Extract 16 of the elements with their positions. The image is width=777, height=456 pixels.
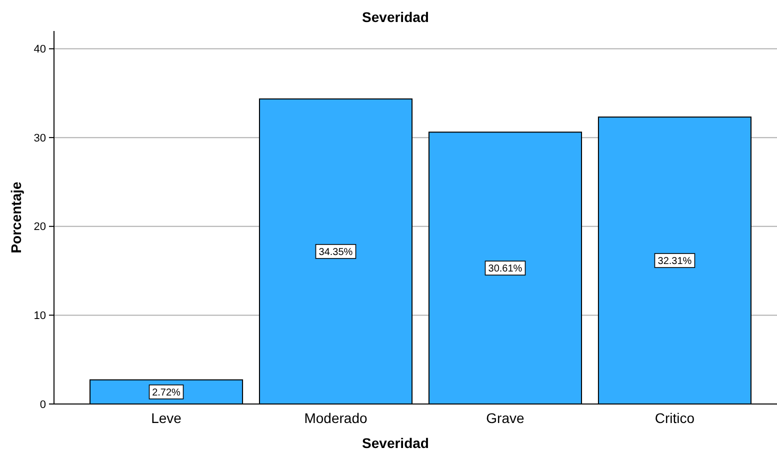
- x-axis-title: Severidad: [362, 435, 429, 451]
- y-tick-label: 40: [34, 44, 46, 56]
- y-tick-label: 30: [34, 132, 46, 144]
- y-tick-label: 0: [40, 398, 46, 411]
- data-label: 34.35%: [318, 246, 353, 258]
- data-label: 32.31%: [658, 256, 692, 268]
- data-label: 30.61%: [488, 264, 522, 275]
- x-tick-label: Leve: [151, 410, 182, 426]
- x-tick-label: Moderado: [304, 410, 368, 426]
- y-tick-label: 20: [34, 221, 46, 234]
- x-tick-label: Grave: [486, 410, 525, 426]
- chart-title: Severidad: [362, 9, 429, 25]
- data-label: 2.72%: [152, 387, 181, 398]
- y-tick-label: 10: [34, 310, 46, 322]
- x-tick-label: Critico: [654, 410, 695, 426]
- y-axis-title: Porcentaje: [8, 181, 24, 254]
